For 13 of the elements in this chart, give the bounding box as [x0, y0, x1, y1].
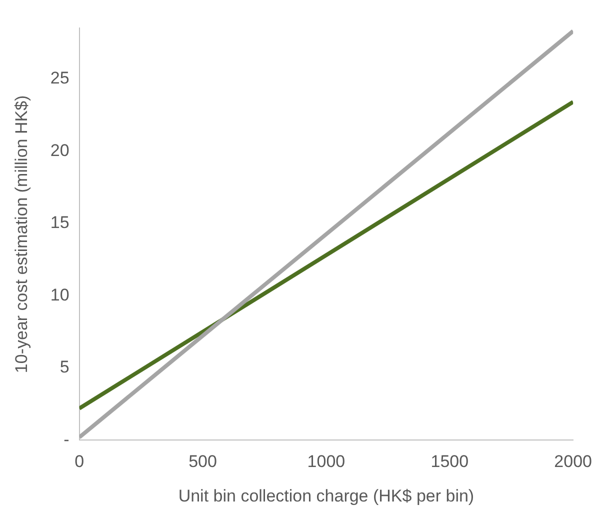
x-tick-label: 0	[74, 452, 84, 472]
y-axis-title: 10-year cost estimation (million HK$)	[12, 95, 31, 374]
x-axis-title: Unit bin collection charge (HK$ per bin)	[178, 486, 474, 506]
y-tick-label: 20	[50, 140, 70, 160]
y-tick-label: 5	[60, 358, 70, 377]
x-tick-label: 2000	[554, 452, 592, 472]
x-tick-label: 1000	[307, 452, 346, 472]
x-tick-label: 500	[188, 452, 217, 472]
y-tick-label: 10	[50, 285, 70, 304]
y-tick-label: -	[64, 430, 70, 449]
y-tick-label: 15	[50, 213, 70, 232]
x-tick-label: 1500	[430, 452, 469, 472]
y-tick-label: 25	[50, 68, 70, 88]
